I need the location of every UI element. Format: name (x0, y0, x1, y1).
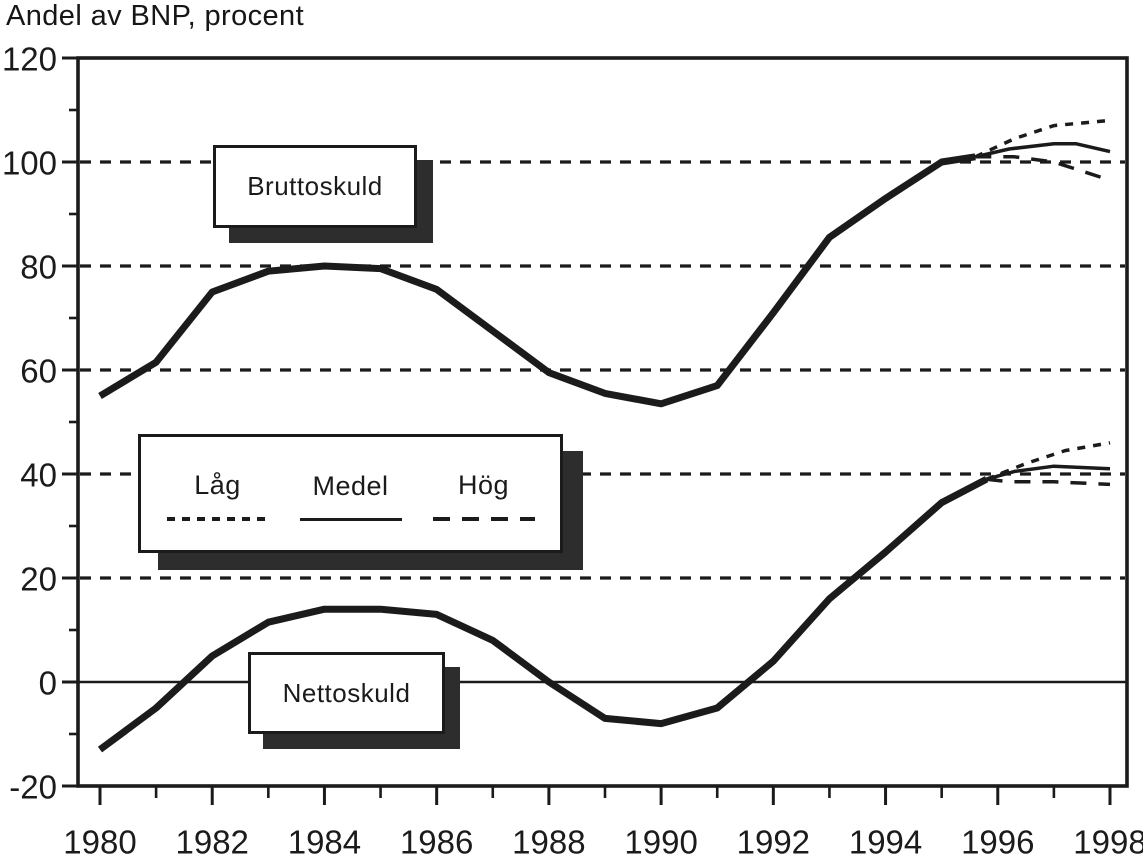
y-axis-tick-label: 100 (2, 145, 57, 182)
net-debt-callout-box: Nettoskuld (248, 652, 445, 734)
series-nettoskuld-scenario-hog-line (986, 477, 1111, 487)
gross-debt-label: Bruttoskuld (247, 171, 383, 201)
chart-title: Andel av BNP, procent (6, 0, 305, 32)
legend-label-lag: Låg (194, 470, 241, 500)
series-bruttoskuld-scenario-lag-line (974, 118, 1111, 159)
legend-item-medel: Medel (284, 451, 417, 540)
legend-item-hog: Hög (417, 451, 550, 540)
legend-line-sample-solid (299, 517, 402, 521)
x-axis-tick-label: 1994 (849, 824, 922, 861)
legend-label-hog: Hög (457, 470, 510, 500)
x-axis-tick-label: 1996 (961, 824, 1034, 861)
y-axis-tick-label: 120 (2, 41, 57, 78)
x-axis-tick-label: 1982 (176, 824, 249, 861)
gross-debt-callout-box: Bruttoskuld (213, 145, 417, 228)
legend-line-sample-long-dash (432, 517, 535, 521)
series-nettoskuld-scenario-lag-line (985, 441, 1111, 481)
y-axis-tick-label: 80 (20, 249, 57, 286)
series-nettoskuld-history-line (97, 476, 989, 753)
legend-item-lag: Låg (151, 451, 284, 540)
x-axis-tick-label: 1980 (63, 824, 136, 861)
y-axis-tick-label: -20 (9, 769, 57, 806)
y-axis-tick-label: 60 (20, 353, 57, 390)
legend-label-medel: Medel (312, 470, 389, 501)
legend-box: Låg Medel Hög (138, 434, 563, 553)
series-nettoskuld-scenario-medel-line (986, 464, 1111, 481)
series-bruttoskuld-scenario-hog-line (975, 155, 1111, 182)
x-axis-tick-label: 1988 (512, 824, 585, 861)
series-bruttoskuld-scenario-medel-line (974, 142, 1111, 159)
x-axis-tick-label: 1990 (624, 824, 697, 861)
legend-line-sample-fine-dash (166, 517, 269, 521)
x-axis-tick-label: 1998 (1073, 824, 1143, 861)
y-axis-tick-label: 40 (20, 457, 57, 494)
x-axis-tick-label: 1986 (400, 824, 473, 861)
net-debt-label: Nettoskuld (282, 677, 411, 708)
x-axis-tick-label: 1992 (737, 824, 810, 861)
x-axis-tick-label: 1984 (288, 824, 361, 861)
series-bruttoskuld-history-line (98, 153, 976, 408)
y-axis-tick-label: 20 (20, 561, 57, 598)
y-axis-tick-label: 0 (39, 665, 57, 702)
